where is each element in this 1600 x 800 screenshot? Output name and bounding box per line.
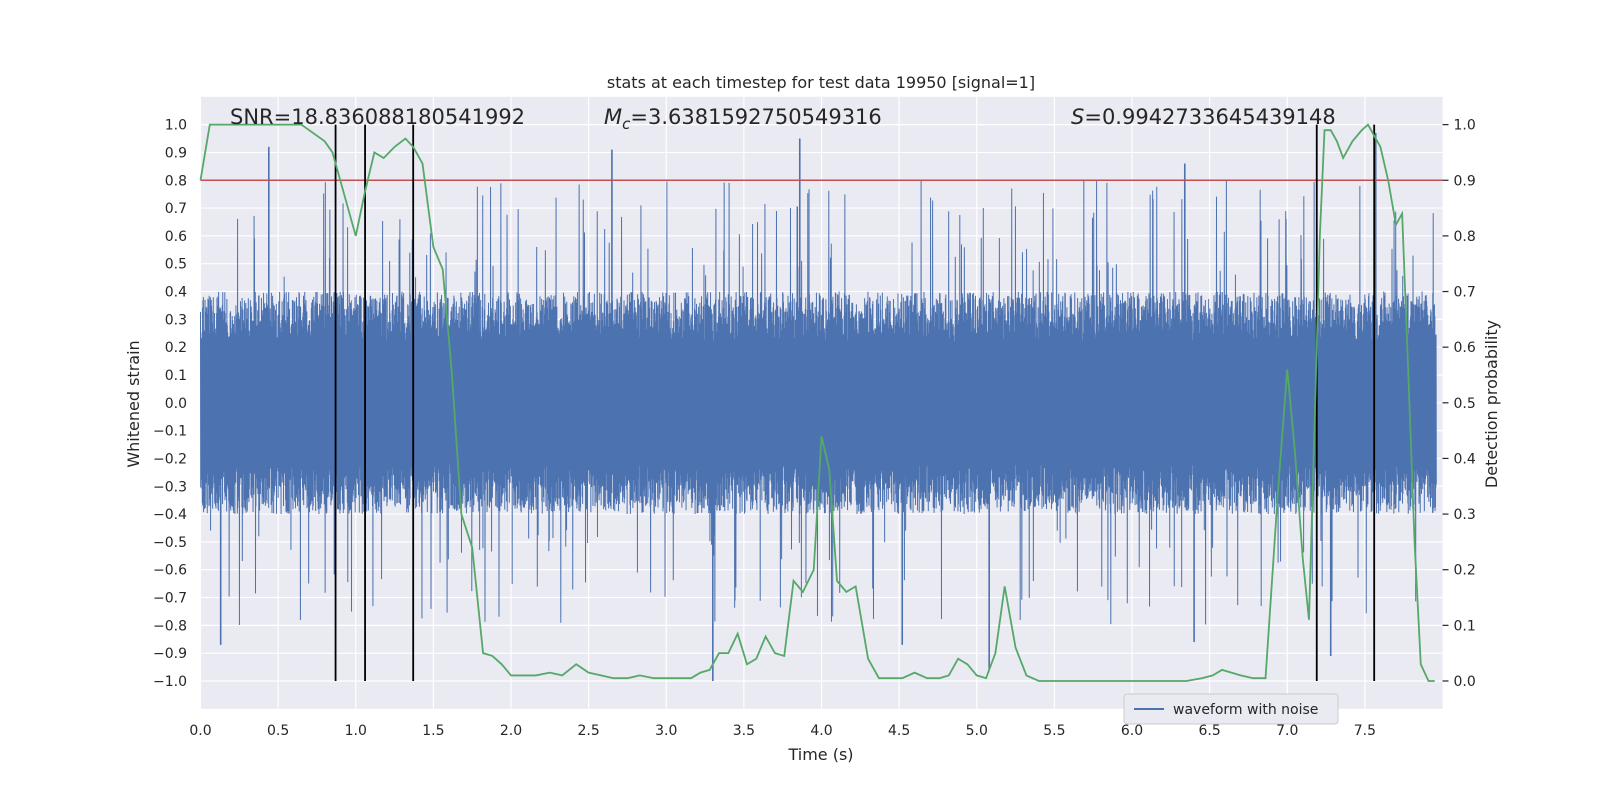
score-value: =0.9942733645439148: [1084, 105, 1335, 129]
y-tick-label: −1.0: [153, 674, 187, 690]
y-right-tick-label: 0.5: [1454, 396, 1476, 412]
x-tick-label: 0.5: [267, 723, 289, 739]
y-axis-ticks: 1.0 0.9 0.8 0.7 0.6 0.5 0.4 0.3 0.2 0.1 0.0 −0.1 −0.…: [153, 118, 187, 690]
y-tick-label: 0.3: [165, 312, 187, 328]
y-tick-label: 0.8: [165, 173, 187, 189]
y-tick-label: 0.7: [165, 201, 187, 217]
y-right-axis-ticks: 1.0 0.9 0.8 0.7 0.6 0.5 0.4 0.3 0.2 0.1 0.0: [1442, 118, 1476, 690]
x-axis-ticks: 0.0 0.5 1.0 1.5 2.0 2.5 3.0 3.5 4.0 4.5 5.0 5.5 6.0 6…: [189, 723, 1376, 739]
x-tick-label: 7.0: [1276, 723, 1298, 739]
x-tick-label: 5.5: [1043, 723, 1065, 739]
chirp-mass-symbol: M: [604, 105, 622, 129]
y-tick-label: 1.0: [165, 118, 187, 134]
legend-label: waveform with noise: [1173, 702, 1318, 718]
x-axis-label: Time (s): [787, 745, 853, 764]
x-tick-label: 1.5: [422, 723, 444, 739]
y-tick-label: 0.9: [165, 145, 187, 161]
legend: waveform with noise: [1123, 693, 1339, 725]
x-tick-label: 6.5: [1198, 723, 1220, 739]
y-right-axis-label: Detection probability: [1482, 320, 1501, 488]
x-tick-label: 7.5: [1354, 723, 1376, 739]
x-tick-label: 3.0: [655, 723, 677, 739]
y-tick-label: 0.1: [165, 368, 187, 384]
y-right-tick-label: 0.6: [1454, 340, 1476, 356]
y-right-tick-label: 0.3: [1454, 507, 1476, 523]
y-tick-label: 0.4: [165, 285, 187, 301]
x-tick-label: 4.5: [888, 723, 910, 739]
y-right-tick-label: 0.2: [1454, 563, 1476, 579]
x-tick-label: 1.0: [345, 723, 367, 739]
y-tick-label: −0.8: [153, 618, 187, 634]
y-tick-label: −0.1: [153, 424, 187, 440]
chirp-mass-annotation: Mc=3.6381592750549316: [604, 105, 882, 133]
x-tick-label: 6.0: [1121, 723, 1143, 739]
y-right-tick-label: 0.1: [1454, 618, 1476, 634]
y-axis-label: Whitened strain: [124, 340, 143, 467]
waveform-line: [200, 180, 1437, 626]
snr-annotation: SNR=18.836088180541992: [230, 105, 525, 129]
y-tick-label: 0.0: [165, 396, 187, 412]
waveform-series: [200, 132, 1437, 681]
y-right-tick-label: 0.0: [1454, 674, 1476, 690]
vertical-markers: [334, 124, 1376, 681]
x-tick-label: 2.0: [500, 723, 522, 739]
y-right-tick-label: 0.8: [1454, 229, 1476, 245]
x-tick-label: 5.0: [966, 723, 988, 739]
y-tick-label: −0.6: [153, 563, 187, 579]
chirp-mass-subscript: c: [622, 115, 631, 133]
probability-line: [199, 123, 1435, 682]
y-tick-label: −0.4: [153, 507, 187, 523]
x-tick-label: 3.5: [733, 723, 755, 739]
y-right-tick-label: 1.0: [1454, 118, 1476, 134]
score-symbol: S: [1071, 105, 1084, 129]
y-tick-label: 0.6: [165, 229, 187, 245]
y-tick-label: −0.3: [153, 479, 187, 495]
y-tick-label: 0.2: [165, 340, 187, 356]
y-tick-label: −0.5: [153, 535, 187, 551]
x-tick-label: 4.0: [810, 723, 832, 739]
y-right-tick-label: 0.4: [1454, 451, 1476, 467]
y-right-tick-label: 0.9: [1454, 173, 1476, 189]
x-tick-label: 2.5: [577, 723, 599, 739]
x-tick-label: 0.0: [189, 723, 211, 739]
chirp-mass-value: =3.6381592750549316: [630, 105, 881, 129]
y-tick-label: 0.5: [165, 257, 187, 273]
y-tick-label: −0.7: [153, 591, 187, 607]
y-right-tick-label: 0.7: [1454, 285, 1476, 301]
chart-title: stats at each timestep for test data 199…: [607, 73, 1035, 92]
score-annotation: S=0.9942733645439148: [1071, 105, 1336, 129]
y-tick-label: −0.9: [153, 646, 187, 662]
waveform-peaks: [219, 132, 1377, 681]
y-tick-label: −0.2: [153, 451, 187, 467]
legend-box: [1123, 693, 1339, 725]
